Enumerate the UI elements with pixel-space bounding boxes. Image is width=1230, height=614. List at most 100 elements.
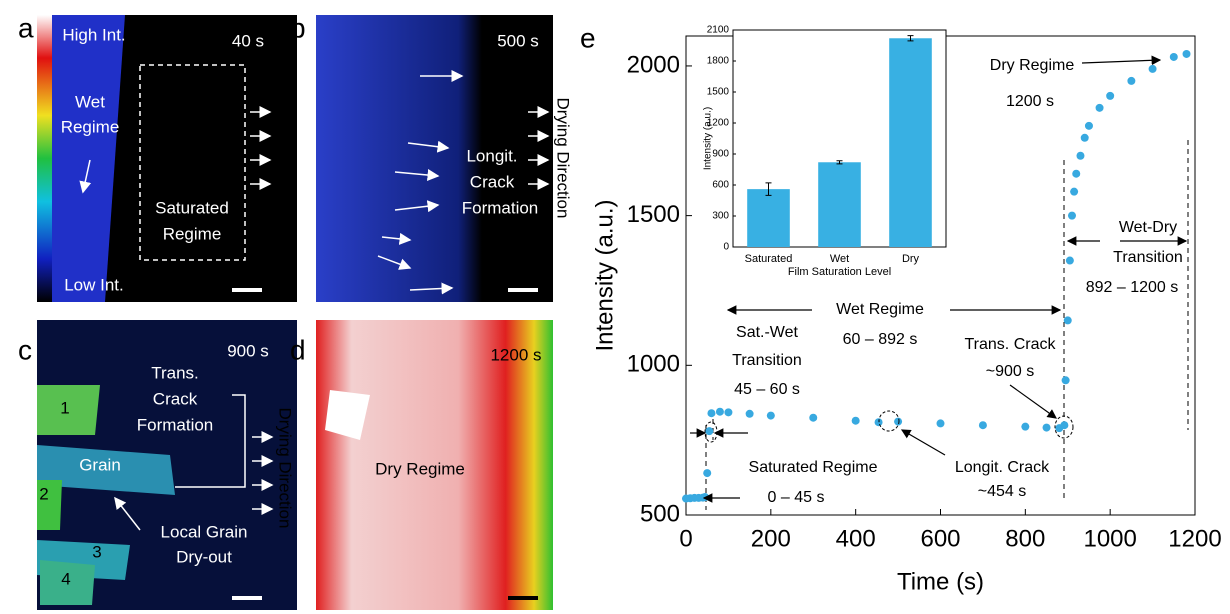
data-point: [1106, 91, 1115, 100]
annotation: Saturated Regime: [749, 459, 878, 476]
y-tick-label: 900: [712, 149, 729, 160]
grain-number: 2: [39, 484, 48, 503]
x-tick-label: 1000: [1083, 525, 1136, 552]
error-bar: [907, 35, 914, 42]
data-point: [1182, 49, 1191, 58]
annotation: 0 – 45 s: [768, 489, 825, 506]
panel-label: c: [18, 334, 32, 365]
grain-number: 4: [61, 569, 70, 588]
highlight: [704, 421, 718, 443]
data-point: [1080, 133, 1089, 142]
note: Trans.: [151, 363, 199, 382]
bar: [889, 38, 932, 248]
annotation: Longit. Crack: [955, 459, 1050, 476]
annotation: 45 – 60 s: [734, 381, 800, 398]
y-tick-label: 1200: [707, 118, 730, 129]
data-point: [978, 421, 987, 430]
data-point: [715, 407, 724, 416]
highlight: [1054, 415, 1074, 439]
note: Wet: [75, 92, 105, 111]
note: Longit.: [466, 146, 517, 165]
data-point: [1169, 52, 1178, 61]
x-tick-label: 200: [751, 525, 791, 552]
data-point: [703, 469, 712, 478]
annotation: Wet-Dry: [1119, 219, 1177, 236]
y-tick-label: 2100: [707, 25, 730, 36]
x-tick-label: 1200: [1168, 525, 1221, 552]
panel-label: a: [18, 12, 34, 43]
x-axis-label: Time (s): [897, 568, 984, 595]
data-point: [851, 416, 860, 425]
annotation: Sat.-Wet: [736, 324, 799, 341]
y-tick-label: 500: [640, 500, 680, 527]
annotation: ~454 s: [978, 483, 1026, 500]
x-tick-label: 400: [836, 525, 876, 552]
x-axis-label: Film Saturation Level: [788, 266, 891, 278]
data-point: [701, 493, 710, 502]
data-point: [1021, 422, 1030, 431]
data-point: [707, 409, 716, 418]
x-tick-label: 600: [920, 525, 960, 552]
data-point: [1070, 187, 1079, 196]
y-axis-label: Intensity (a.u.): [591, 199, 618, 351]
drying-direction: Drying Direction: [276, 408, 295, 529]
panel-c: c 900 s Trans. Crack Formation 1 2 3 4 G…: [18, 320, 297, 610]
y-tick-label: 300: [712, 211, 729, 222]
drying-direction: Drying Direction: [554, 98, 573, 219]
y-tick-label: 1800: [707, 56, 730, 67]
panel-a: a 40 s High Int. Wet Regime Low Int. Sat…: [18, 12, 297, 302]
data-point: [1061, 376, 1070, 385]
note: High Int.: [62, 25, 125, 44]
error-bar: [765, 182, 772, 196]
annotation: Transition: [732, 352, 802, 369]
data-point: [1060, 421, 1069, 430]
panel-b: b 500 s Longit. Crack Formation Drying D…: [290, 12, 573, 302]
data-point: [1084, 121, 1093, 130]
arrow: [1081, 55, 1162, 66]
annotation: 1200 s: [1006, 93, 1054, 110]
x-tick-label: Saturated: [745, 253, 793, 265]
time: 500 s: [497, 31, 539, 50]
highlight: [878, 410, 900, 432]
y-tick-label: 1500: [707, 87, 730, 98]
data-point: [936, 419, 945, 428]
annotation: 892 – 1200 s: [1086, 279, 1179, 296]
y-tick-label: 0: [723, 242, 729, 253]
error-bar: [836, 160, 843, 165]
panel-label: e: [580, 22, 596, 53]
time: 1200 s: [490, 345, 541, 364]
annotation: 60 – 892 s: [843, 331, 918, 348]
note: Local Grain: [161, 522, 248, 541]
arrow: [1009, 384, 1057, 419]
note: Formation: [462, 198, 539, 217]
note: Regime: [61, 117, 120, 136]
x-tick-label: 800: [1005, 525, 1045, 552]
data-point: [1127, 76, 1136, 85]
annotation: Trans. Crack: [965, 336, 1057, 353]
data-point: [745, 409, 754, 418]
note: Low Int.: [64, 275, 124, 294]
arrow: [900, 429, 946, 456]
x-tick-label: Dry: [902, 253, 920, 265]
drying-direction: Drying Direction: [276, 98, 295, 219]
x-tick-label: Wet: [830, 253, 849, 265]
data-point: [766, 411, 775, 420]
note: Saturated: [155, 198, 229, 217]
data-point: [1095, 103, 1104, 112]
data-point: [705, 427, 714, 436]
data-point: [1148, 64, 1157, 73]
panel-label: b: [290, 12, 306, 43]
data-point: [1042, 423, 1051, 432]
bar: [818, 162, 861, 247]
grain-number: 3: [92, 542, 101, 561]
note: Dry-out: [176, 547, 232, 566]
time: 40 s: [232, 31, 264, 50]
data-point: [1076, 151, 1085, 160]
panel-d: d 1200 s Dry Regime: [290, 320, 553, 610]
data-point: [1072, 169, 1081, 178]
x-tick-label: 0: [679, 525, 692, 552]
y-tick-label: 1500: [627, 201, 680, 228]
note: Dry Regime: [375, 459, 465, 478]
y-tick-label: 1000: [627, 351, 680, 378]
